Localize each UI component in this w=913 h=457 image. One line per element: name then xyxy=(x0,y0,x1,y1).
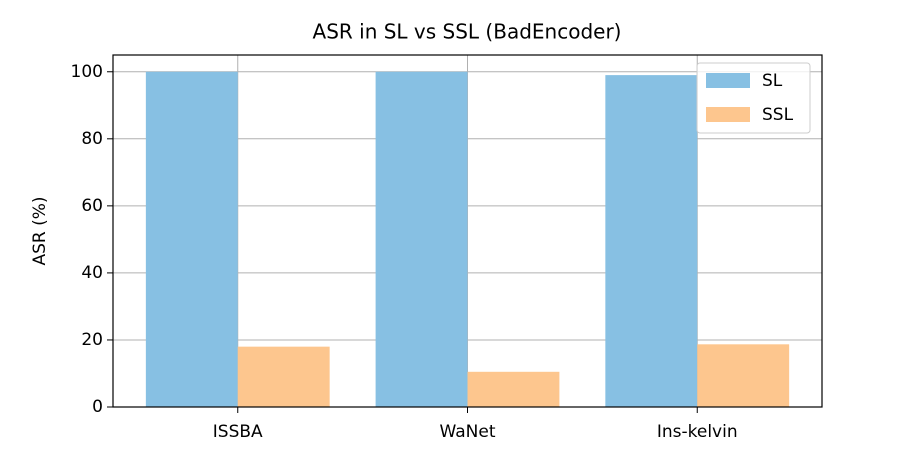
bar xyxy=(145,71,238,407)
plot-frame xyxy=(112,54,823,408)
y-tick-label: 0 xyxy=(92,397,103,417)
x-tick-label: Ins-kelvin xyxy=(657,422,738,442)
x-tick-label: WaNet xyxy=(440,422,496,442)
y-tick-label: 80 xyxy=(81,129,103,149)
legend: SL SSL xyxy=(696,62,811,134)
bar xyxy=(605,75,698,407)
y-tick-label: 100 xyxy=(71,62,103,82)
y-tick-label: 60 xyxy=(81,196,103,216)
x-tick-label: ISSBA xyxy=(213,422,263,442)
legend-label: SSL xyxy=(762,105,794,125)
y-tick-label: 20 xyxy=(81,330,103,350)
y-axis-label: ASR (%) xyxy=(30,196,50,265)
bar xyxy=(467,371,560,407)
bar xyxy=(375,71,468,407)
y-tick-label: 40 xyxy=(81,263,103,283)
bar xyxy=(697,344,790,407)
legend-swatch xyxy=(706,107,750,122)
chart-title: ASR in SL vs SSL (BadEncoder) xyxy=(313,20,622,44)
bar xyxy=(237,346,330,407)
legend-label: SL xyxy=(762,71,783,91)
legend-swatch xyxy=(706,73,750,88)
